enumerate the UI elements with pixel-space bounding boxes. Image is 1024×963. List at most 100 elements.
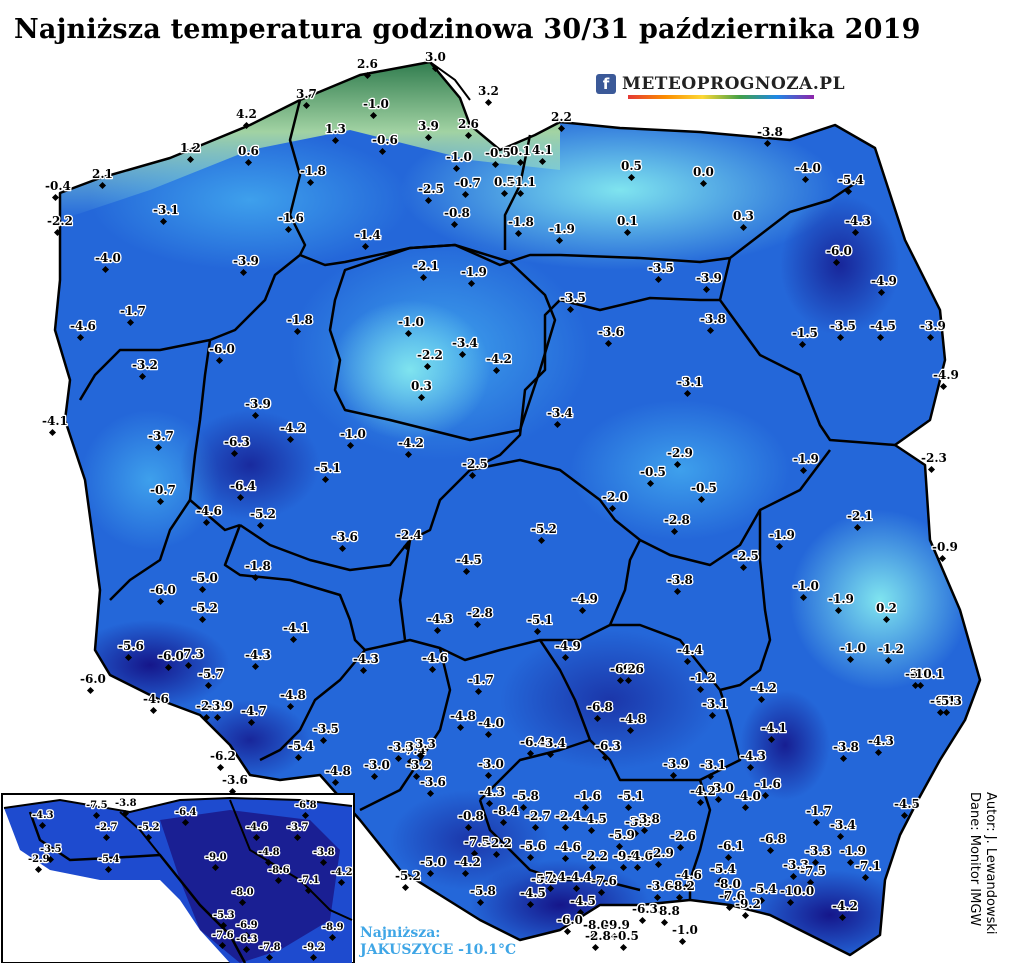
- map-station-value: -1.9: [549, 222, 575, 236]
- map-station-value: -2.9: [667, 446, 693, 460]
- inset-station-value: -9.2: [303, 942, 325, 953]
- map-station-marker: [699, 179, 708, 188]
- map-station-marker: [683, 657, 692, 666]
- inset-station: -4.2: [330, 866, 354, 887]
- map-station-value: -6.4: [230, 479, 256, 493]
- map-station-value: 1.3: [325, 122, 346, 136]
- map-station-value: -3.5: [648, 261, 674, 275]
- map-station: 0.6: [237, 143, 260, 167]
- map-station-marker: [851, 228, 860, 237]
- map-station-marker: [286, 435, 295, 444]
- map-station-value: 3.0: [425, 50, 446, 64]
- map-station-value: -4.1: [761, 721, 787, 735]
- brand-logo[interactable]: f METEOPROGNOZA.PL: [596, 70, 845, 98]
- map-station-value: -3.1: [153, 203, 179, 217]
- map-station: -5.1: [314, 460, 342, 484]
- map-station-value: 4.2: [236, 107, 257, 121]
- map-station-value: -1.9: [769, 528, 795, 542]
- map-station-value: -3.3: [805, 844, 831, 858]
- map-station-marker: [242, 121, 251, 130]
- map-station-marker: [836, 832, 845, 841]
- map-station: -2.5: [461, 456, 489, 480]
- map-station-marker: [844, 187, 853, 196]
- map-station-value: -1.8: [508, 215, 534, 229]
- map-station: -5.4: [287, 738, 315, 762]
- map-station-marker: [811, 858, 820, 867]
- map-station: -3.3: [804, 843, 832, 867]
- map-station-value: -3.8: [700, 312, 726, 326]
- inset-station: -6.4: [174, 806, 198, 827]
- map-station: -1.7: [467, 672, 495, 696]
- author-line: Autor: J. Lewandowski: [983, 792, 998, 935]
- map-station-marker: [247, 718, 256, 727]
- map-station-marker: [846, 655, 855, 664]
- map-station: -5.2: [249, 506, 277, 530]
- map-station-marker: [589, 932, 598, 941]
- map-station-marker: [289, 635, 298, 644]
- map-station-value: -4.8: [325, 764, 351, 778]
- map-station-value: -1.7: [806, 804, 832, 818]
- map-station-marker: [213, 713, 222, 722]
- inset-station-marker: [102, 833, 111, 842]
- map-station: -0.9: [931, 539, 959, 563]
- map-station-value: -3.6: [222, 773, 248, 787]
- map-station-marker: [546, 884, 555, 893]
- map-station-value: 3.7: [296, 87, 317, 101]
- map-station: -6.0: [208, 341, 236, 365]
- map-station-marker: [626, 726, 635, 735]
- map-station-value: -8.8: [654, 904, 680, 918]
- map-station-value: -4.5: [581, 812, 607, 826]
- map-station-marker: [561, 653, 570, 662]
- map-station-value: -4.0: [795, 161, 821, 175]
- map-station-marker: [76, 333, 85, 342]
- map-station-marker: [516, 189, 525, 198]
- map-station: -6.3: [631, 901, 659, 925]
- map-station-value: -3.9: [663, 757, 689, 771]
- map-station-marker: [361, 242, 370, 251]
- inset-station-marker: [218, 941, 227, 950]
- map-station-value: -1.7: [468, 673, 494, 687]
- map-station: 0.3: [732, 208, 755, 232]
- map-station-value: -4.4: [566, 870, 592, 884]
- map-station: -4.6: [195, 503, 223, 527]
- map-station: -0.7: [149, 482, 177, 506]
- map-station: -1.0: [362, 96, 390, 120]
- inset-map: [1, 793, 355, 963]
- map-station-marker: [426, 869, 435, 878]
- map-station: -3.8: [699, 311, 727, 335]
- map-station: -3.3: [387, 739, 415, 763]
- map-station-value: -5.6: [118, 639, 144, 653]
- map-station: -4.1: [282, 620, 310, 644]
- facebook-icon[interactable]: f: [596, 74, 616, 94]
- map-station-value: -3.9: [207, 699, 233, 713]
- map-station-marker: [216, 763, 225, 772]
- map-station-marker: [846, 858, 855, 867]
- map-station-value: 0.0: [693, 165, 714, 179]
- map-station-value: -6.0: [826, 244, 852, 258]
- inset-station: -7.6: [211, 929, 235, 950]
- map-station-value: -3.5: [560, 291, 586, 305]
- map-station-value: -3.7: [148, 429, 174, 443]
- map-station: -7.1: [854, 858, 882, 882]
- map-station: -4.5: [893, 796, 921, 820]
- map-station-marker: [462, 567, 471, 576]
- map-station-marker: [708, 711, 717, 720]
- minimum-temperature-note: Najniższa: JAKUSZYCE -10.1°C: [360, 925, 516, 959]
- map-station-marker: [464, 131, 473, 140]
- map-station-value: -5.7: [198, 667, 224, 681]
- map-station-value: -1.0: [672, 923, 698, 937]
- map-station: -5.2: [394, 868, 422, 892]
- map-station-marker: [401, 883, 410, 892]
- inset-station-marker: [319, 858, 328, 867]
- map-station: -4.3: [244, 647, 272, 671]
- map-station-value: -6.0: [80, 672, 106, 686]
- map-station-value: -1.8: [245, 559, 271, 573]
- map-station-marker: [877, 288, 886, 297]
- map-station-value: -4.9: [555, 639, 581, 653]
- map-station: -3.6: [419, 774, 447, 798]
- brand-text: METEOPROGNOZA.PL: [622, 74, 846, 94]
- map-station-value: -8.0: [715, 877, 741, 891]
- map-station: -4.0: [477, 715, 505, 739]
- map-station: -2.2: [416, 347, 444, 371]
- map-station-marker: [653, 893, 662, 902]
